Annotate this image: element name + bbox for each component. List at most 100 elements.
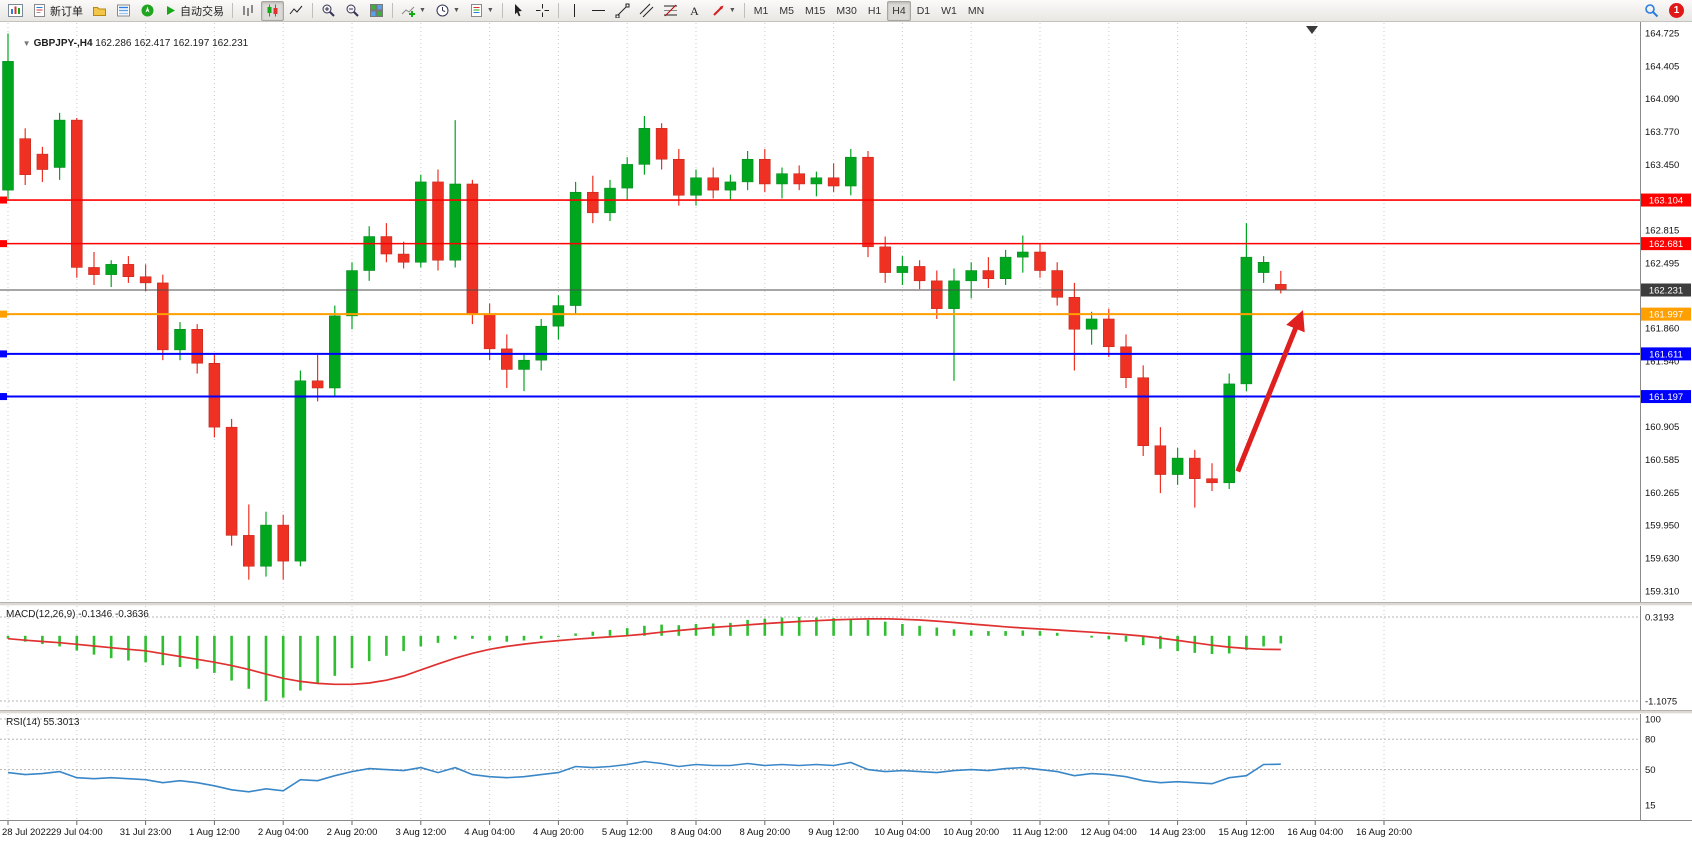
trendline-tool-button[interactable] <box>611 1 634 21</box>
arrow-objects-button[interactable]: ▼ <box>707 1 740 21</box>
horizontal-line-tool-button[interactable] <box>587 1 610 21</box>
price-axis[interactable] <box>1640 22 1692 820</box>
candle-chart-mode-button[interactable] <box>261 0 284 21</box>
indicator-levels-layer: 0.3193 -1.1075 100 80 50 15 <box>0 613 1677 811</box>
svg-text:10 Aug 20:00: 10 Aug 20:00 <box>943 827 999 838</box>
svg-text:161.860: 161.860 <box>1645 324 1679 335</box>
clock-icon <box>436 4 449 17</box>
zoom-out-button[interactable] <box>341 1 364 21</box>
search-button[interactable] <box>1640 1 1663 21</box>
chevron-down-icon: ▼ <box>486 7 494 14</box>
auto-trading-label: 自动交易 <box>180 5 224 18</box>
profiles-button[interactable] <box>88 1 111 21</box>
svg-text:0.3193: 0.3193 <box>1645 613 1674 624</box>
svg-text:162.681: 162.681 <box>1649 239 1683 250</box>
chart-shift-marker <box>1306 26 1318 34</box>
timeframe-m5-button[interactable]: M5 <box>779 4 794 17</box>
app-icon[interactable] <box>4 1 27 21</box>
time-axis[interactable] <box>0 820 1692 844</box>
timeframe-m1-button[interactable]: M1 <box>753 4 769 17</box>
periods-button[interactable]: ▼ <box>431 1 464 21</box>
fibonacci-tool-button[interactable] <box>659 1 682 21</box>
svg-text:159.310: 159.310 <box>1645 587 1679 598</box>
navigator-icon <box>141 4 154 17</box>
price-lines-layer: 163.104 162.681 161.997 161.611 161.197 162.2… <box>0 193 1691 404</box>
svg-text:11 Aug 12:00: 11 Aug 12:00 <box>1012 827 1067 838</box>
svg-text:164.725: 164.725 <box>1645 29 1679 40</box>
one-click-trading-expander[interactable]: ▼ <box>22 39 31 48</box>
svg-text:12 Aug 04:00: 12 Aug 04:00 <box>1081 827 1137 838</box>
bar-chart-icon <box>243 5 253 16</box>
timeframe-group: M1 M5 M15 M30 H1 H4 D1 W1 MN <box>749 0 989 21</box>
channel-tool-button[interactable] <box>635 1 658 21</box>
svg-text:161.197: 161.197 <box>1649 392 1683 403</box>
svg-text:2 Aug 04:00: 2 Aug 04:00 <box>258 827 309 838</box>
chart-symbol-label: ▼ GBPJPY-,H4 162.286 162.417 162.197 162.… <box>6 27 249 60</box>
rsi-pane[interactable]: RSI(14) 55.3013 <box>0 714 1640 820</box>
svg-text:15 Aug 12:00: 15 Aug 12:00 <box>1218 827 1274 838</box>
svg-text:1 Aug 12:00: 1 Aug 12:00 <box>189 827 240 838</box>
notification-badge[interactable]: 1 <box>1669 3 1684 18</box>
candlestick-chart-icon <box>267 4 278 17</box>
template-icon <box>470 4 482 17</box>
svg-text:4 Aug 20:00: 4 Aug 20:00 <box>533 827 584 838</box>
macd-pane[interactable]: MACD(12,26,9) -0.1346 -0.3636 <box>0 606 1640 710</box>
pane-separator[interactable] <box>0 710 1692 714</box>
svg-text:50: 50 <box>1645 765 1656 776</box>
timeframe-m15-button[interactable]: M15 <box>804 4 826 17</box>
svg-text:5 Aug 12:00: 5 Aug 12:00 <box>602 827 653 838</box>
vertical-line-tool-button[interactable] <box>563 1 586 21</box>
play-icon <box>167 6 175 15</box>
profiles-folder-icon <box>93 7 106 16</box>
indicators-icon <box>401 6 415 17</box>
rsi-header: RSI(14) 55.3013 <box>6 717 80 728</box>
cursor-button[interactable] <box>507 1 530 21</box>
svg-text:29 Jul 04:00: 29 Jul 04:00 <box>51 827 103 838</box>
svg-text:163.770: 163.770 <box>1645 127 1679 138</box>
crosshair-button[interactable] <box>531 1 554 21</box>
price-ticks-layer: 164.725 164.405 164.090 163.770 163.450 162.8… <box>1645 29 1679 598</box>
macd-header: MACD(12,26,9) -0.1346 -0.3636 <box>6 609 149 620</box>
new-order-label: 新订单 <box>50 5 83 18</box>
toolbar-separator <box>501 3 503 18</box>
pane-separator[interactable] <box>0 602 1692 606</box>
svg-text:161.611: 161.611 <box>1649 349 1683 360</box>
timeframe-h1-button[interactable]: H1 <box>867 4 882 17</box>
market-watch-button[interactable] <box>112 1 135 21</box>
svg-text:2 Aug 20:00: 2 Aug 20:00 <box>327 827 378 838</box>
channel-icon <box>639 3 654 18</box>
mini-chart-icon <box>8 4 23 17</box>
navigator-button[interactable] <box>136 1 159 21</box>
horizontal-line-icon <box>591 10 605 11</box>
svg-text:164.090: 164.090 <box>1645 94 1679 105</box>
bar-chart-mode-button[interactable] <box>237 1 260 21</box>
svg-text:9 Aug 12:00: 9 Aug 12:00 <box>808 827 859 838</box>
new-order-button[interactable]: 新订单 <box>28 2 87 20</box>
timeframe-h4-button[interactable]: H4 <box>887 0 911 21</box>
line-chart-mode-button[interactable] <box>285 1 308 21</box>
timeframe-d1-button[interactable]: D1 <box>916 4 931 17</box>
tile-windows-button[interactable] <box>365 1 388 21</box>
auto-trading-button[interactable]: 自动交易 <box>160 2 228 20</box>
svg-text:164.405: 164.405 <box>1645 61 1679 72</box>
timeframe-mn-button[interactable]: MN <box>967 4 985 17</box>
main-chart-pane[interactable]: ▼ GBPJPY-,H4 162.286 162.417 162.197 162.… <box>0 22 1640 602</box>
timeframe-m30-button[interactable]: M30 <box>836 4 857 17</box>
line-chart-icon <box>289 5 303 15</box>
toolbar-separator <box>557 3 559 18</box>
svg-text:159.950: 159.950 <box>1645 521 1679 532</box>
rsi-layer <box>7 760 1281 793</box>
templates-button[interactable]: ▼ <box>465 1 498 21</box>
svg-text:4 Aug 04:00: 4 Aug 04:00 <box>464 827 515 838</box>
timeframe-w1-button[interactable]: W1 <box>941 4 957 17</box>
toolbar-separator <box>232 3 233 18</box>
indicators-button[interactable]: ▼ <box>397 1 430 21</box>
svg-text:162.495: 162.495 <box>1645 258 1679 269</box>
svg-text:161.997: 161.997 <box>1649 310 1683 321</box>
zoom-in-button[interactable] <box>317 1 340 21</box>
text-tool-button[interactable]: A <box>683 1 706 21</box>
toolbar-separator <box>312 3 313 18</box>
symbol-period-text: GBPJPY-,H4 <box>33 38 93 49</box>
